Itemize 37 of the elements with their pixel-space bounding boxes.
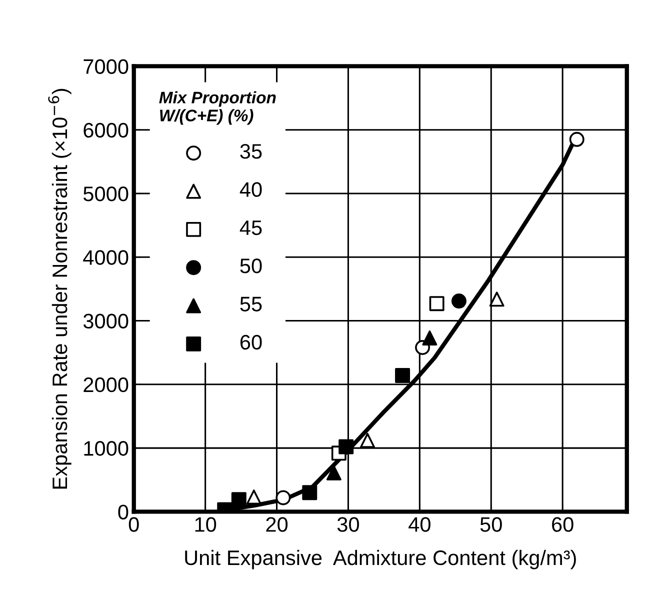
point xyxy=(302,485,318,500)
point xyxy=(231,492,246,508)
legend-title: Mix Proportion W/(C+E) (%) xyxy=(159,91,276,125)
y-tick-label: 7000 xyxy=(84,59,128,74)
x-tick-label: 60 xyxy=(552,517,574,532)
x-axis-title: Unit Expansive Admixture Content (kg/m³) xyxy=(185,550,576,570)
y-tick-label: 3000 xyxy=(83,314,128,329)
point xyxy=(429,296,444,312)
y-tick-label: 2000 xyxy=(84,377,128,392)
x-tick-label: 50 xyxy=(480,517,502,532)
point xyxy=(326,465,342,480)
x-tick-label: 30 xyxy=(337,517,359,532)
x-tick-label: 10 xyxy=(195,517,216,532)
y-tick-label: 0 xyxy=(118,504,128,520)
point xyxy=(276,490,291,506)
point xyxy=(360,432,376,448)
legend-label: 60 xyxy=(240,334,262,350)
legend-label: 35 xyxy=(240,144,262,159)
legend-label: 45 xyxy=(240,220,262,236)
point xyxy=(489,292,504,307)
legend-label: 55 xyxy=(240,296,262,312)
x-tick-label: 20 xyxy=(266,517,288,532)
point xyxy=(338,439,354,454)
y-axis-title: Expansion Rate under Nonrestraint (×10$^{−6}$) xyxy=(48,88,72,489)
legend-label: 40 xyxy=(240,182,262,197)
point xyxy=(451,294,466,309)
y-tick-label: 6000 xyxy=(84,122,128,138)
y-tick-label: 1000 xyxy=(84,441,128,456)
point xyxy=(422,330,438,346)
legend-label: 50 xyxy=(240,258,262,274)
y-tick-label: 5000 xyxy=(83,186,128,202)
point xyxy=(569,132,584,147)
x-tick-label: 40 xyxy=(408,517,430,532)
x-tick-label: 0 xyxy=(128,517,139,532)
y-tick-label: 4000 xyxy=(83,250,128,265)
point xyxy=(246,490,262,505)
point xyxy=(395,368,410,384)
